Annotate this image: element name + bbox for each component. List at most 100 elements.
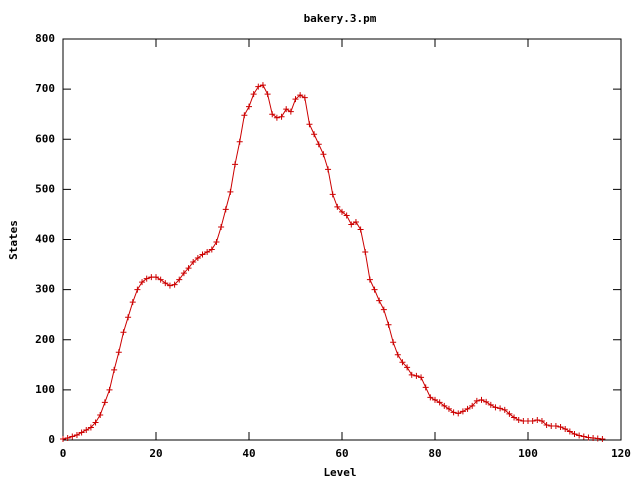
point-marker — [413, 372, 420, 379]
point-marker — [506, 410, 513, 417]
point-marker — [566, 428, 573, 435]
point-marker — [432, 396, 438, 403]
point-marker — [404, 364, 411, 371]
point-marker — [97, 411, 104, 418]
point-marker — [194, 255, 201, 262]
point-marker — [278, 113, 285, 120]
point-marker — [459, 408, 466, 415]
point-marker — [394, 351, 401, 358]
y-tick-label: 0 — [48, 433, 55, 446]
point-marker — [492, 404, 499, 411]
point-marker — [571, 430, 578, 437]
point-marker — [590, 434, 597, 441]
point-marker — [380, 306, 387, 313]
point-marker — [139, 279, 146, 286]
plot-frame — [62, 38, 622, 441]
point-marker — [585, 434, 592, 441]
y-tick-label: 400 — [35, 233, 55, 246]
point-marker — [543, 421, 550, 428]
point-marker — [320, 151, 327, 158]
point-marker — [73, 431, 80, 438]
point-marker — [259, 82, 266, 89]
point-marker — [501, 406, 508, 413]
point-marker — [204, 249, 211, 256]
point-marker — [469, 402, 476, 409]
point-marker — [171, 281, 178, 288]
x-tick-label: 60 — [335, 447, 348, 460]
point-marker — [473, 397, 480, 404]
point-marker — [190, 259, 197, 266]
point-marker — [157, 276, 164, 283]
point-marker — [60, 435, 66, 442]
point-marker — [366, 276, 373, 283]
y-axis-label: States — [7, 220, 20, 260]
y-tick-label: 500 — [35, 182, 55, 195]
point-marker — [301, 94, 308, 101]
point-marker — [580, 433, 587, 440]
point-marker — [250, 91, 257, 98]
point-marker — [576, 432, 583, 439]
point-marker — [352, 218, 359, 225]
point-marker — [464, 405, 471, 412]
point-marker — [176, 276, 183, 283]
point-marker — [162, 280, 169, 287]
point-marker — [208, 246, 215, 253]
point-marker — [125, 314, 132, 321]
point-marker — [69, 433, 76, 440]
point-marker — [232, 161, 239, 168]
point-marker — [129, 299, 136, 306]
point-marker — [357, 226, 364, 233]
point-marker — [487, 401, 494, 408]
point-marker — [292, 96, 299, 103]
point-marker — [362, 249, 369, 256]
point-marker — [390, 339, 397, 346]
point-marker — [515, 416, 522, 423]
point-marker — [166, 282, 173, 289]
x-tick-label: 80 — [428, 447, 441, 460]
point-marker — [115, 349, 122, 356]
x-tick-label: 120 — [611, 447, 631, 460]
point-marker — [497, 405, 504, 412]
point-marker — [153, 274, 159, 281]
point-marker — [399, 359, 406, 366]
y-tick-label: 300 — [35, 283, 55, 296]
point-marker — [599, 435, 606, 442]
point-marker — [422, 384, 429, 391]
point-marker — [511, 414, 518, 421]
point-marker — [445, 405, 452, 412]
point-marker — [185, 265, 192, 272]
point-marker — [241, 112, 248, 119]
x-tick-label: 40 — [242, 447, 255, 460]
point-marker — [315, 141, 322, 148]
point-marker — [78, 429, 85, 436]
point-marker — [594, 435, 601, 442]
point-marker — [311, 131, 318, 138]
point-marker — [478, 396, 485, 403]
point-marker — [246, 103, 252, 110]
point-marker — [297, 92, 304, 99]
series-line — [62, 84, 603, 440]
point-marker — [334, 203, 341, 210]
point-marker — [529, 417, 536, 424]
y-tick-label: 600 — [35, 132, 55, 145]
point-marker — [325, 166, 332, 173]
point-marker — [83, 426, 90, 433]
y-tick-label: 700 — [35, 82, 55, 95]
point-marker — [534, 416, 541, 423]
point-marker — [376, 297, 383, 304]
chart-title: bakery.3.pm — [304, 12, 377, 25]
point-marker — [283, 106, 290, 113]
y-tick-label: 200 — [35, 333, 55, 346]
point-marker — [101, 399, 108, 406]
point-marker — [180, 270, 187, 277]
point-marker — [339, 208, 345, 215]
point-marker — [441, 402, 448, 409]
x-tick-label: 100 — [518, 447, 538, 460]
point-marker — [120, 329, 127, 336]
point-marker — [427, 394, 434, 401]
point-marker — [385, 321, 392, 328]
point-marker — [408, 371, 415, 378]
point-marker — [557, 423, 564, 430]
y-tick-label: 100 — [35, 383, 55, 396]
